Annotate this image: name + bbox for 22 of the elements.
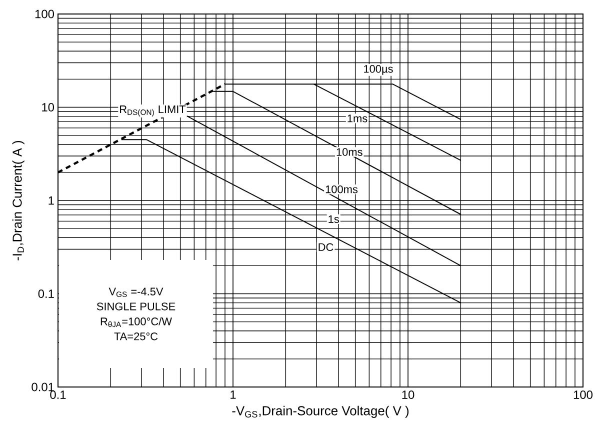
x-axis-title: -V$_{GS}$,Drain-Source Voltage( V ) [232, 406, 409, 418]
annotation: 10ms [336, 148, 362, 156]
annotation: R$_{DS(ON)}$ LIMIT [120, 106, 186, 116]
annotation: DC [318, 243, 334, 252]
y-tick-label: 100 [35, 10, 54, 18]
y-axis-title: -I$_{D}$,Drain Current( A ) [12, 140, 24, 260]
x-tick-label: 100 [574, 390, 593, 399]
annotation: 1ms [348, 114, 368, 122]
annotation: 100ms [326, 185, 358, 194]
x-tick-label: 1 [230, 390, 236, 399]
y-tick-label: 1 [48, 196, 54, 205]
annotation: R$_{θJA}$=100°C/W [100, 317, 172, 328]
annotation: TA=25°C [114, 332, 158, 340]
annotation: SINGLE PULSE [96, 302, 176, 310]
y-tick-label: 10 [42, 103, 54, 112]
x-tick-label: 0.1 [50, 390, 66, 399]
y-tick-label: 0.01 [32, 382, 54, 392]
annotation: 100µs [364, 64, 393, 75]
x-tick-label: 10 [402, 390, 414, 399]
y-tick-label: 0.1 [38, 290, 54, 298]
annotation: V$_{GS}$ =-4.5V [108, 288, 164, 298]
annotation: 1s [328, 215, 340, 223]
